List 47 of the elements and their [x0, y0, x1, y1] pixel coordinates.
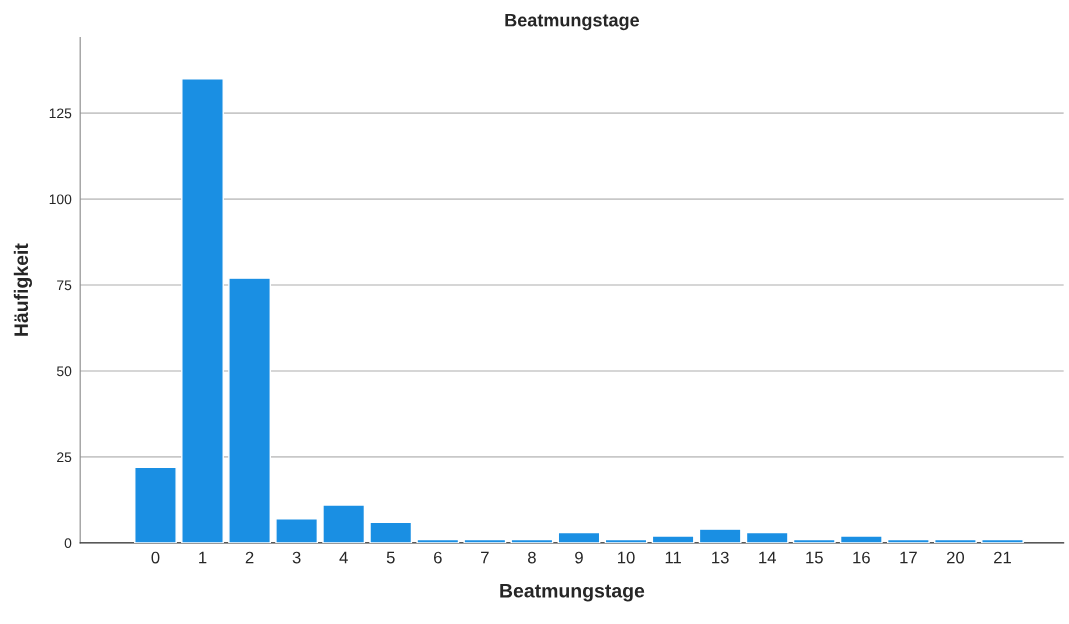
x-tick-label: 0 [151, 551, 160, 564]
bar [981, 538, 1024, 543]
x-tick-label: 6 [434, 551, 442, 564]
bar [651, 535, 695, 543]
x-tick-label: 8 [528, 551, 536, 564]
bar [792, 538, 836, 543]
x-tick-label: 16 [853, 551, 870, 564]
x-tick-label: 14 [759, 551, 776, 564]
x-tick-label: 2 [245, 551, 254, 564]
x-tick-label: 10 [618, 551, 635, 564]
x-tick-label: 20 [947, 551, 965, 564]
x-tick-label: 7 [481, 551, 489, 564]
y-tick-label: 0 [64, 538, 72, 549]
chart-title: Beatmungstage [505, 13, 640, 31]
x-tick-label: 11 [665, 551, 681, 564]
x-tick-label: 3 [292, 551, 301, 564]
bar [604, 538, 648, 543]
bar [416, 538, 460, 543]
bar [322, 504, 366, 543]
bar [134, 466, 177, 543]
bar [228, 277, 271, 543]
x-tick-label: 5 [386, 551, 395, 564]
x-axis-title: Beatmungstage [500, 584, 645, 602]
y-tick-label: 100 [49, 194, 72, 205]
y-tick-label: 25 [57, 452, 72, 463]
bar [510, 538, 554, 543]
y-tick-label: 125 [49, 108, 72, 119]
x-tick-label: 15 [806, 551, 823, 564]
x-tick-label: 17 [900, 551, 917, 564]
bar [839, 535, 883, 543]
bar [275, 518, 319, 543]
bar [463, 538, 507, 543]
bar [745, 531, 789, 543]
bar [181, 78, 224, 543]
bar [934, 538, 977, 543]
bar [886, 538, 930, 543]
y-axis-title: Häufigkeit [13, 243, 32, 336]
bar [369, 521, 413, 543]
x-tick-label: 21 [994, 551, 1011, 564]
y-tick-label: 75 [57, 280, 72, 291]
x-tick-label: 4 [339, 551, 348, 564]
bar [557, 531, 601, 543]
y-tick-label: 50 [56, 366, 72, 377]
x-tick-label: 13 [712, 551, 729, 564]
x-tick-label: 1 [199, 551, 207, 564]
bar [698, 528, 742, 543]
x-tick-label: 9 [575, 551, 583, 564]
